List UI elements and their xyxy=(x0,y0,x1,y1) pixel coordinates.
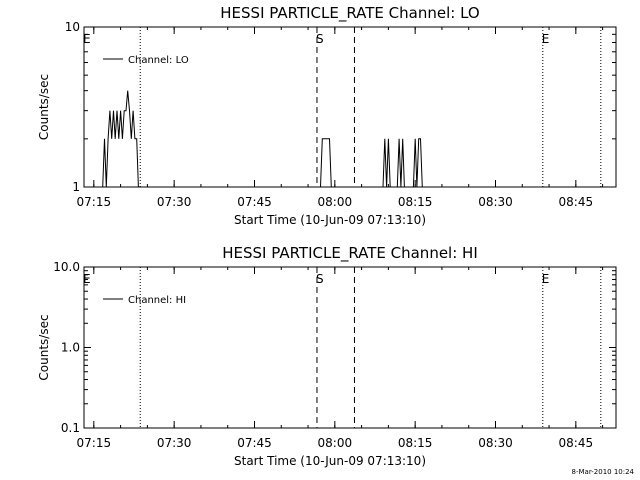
event-marker-label: E xyxy=(83,272,91,286)
series-line xyxy=(320,138,332,188)
event-marker-label: E xyxy=(542,272,550,286)
x-tick-label: 08:45 xyxy=(559,436,594,450)
chart-panel-hi: HESSI PARTICLE_RATE Channel: HI 07:15 07:3… xyxy=(37,244,617,468)
plot-frame xyxy=(83,266,617,429)
y-tick-label: 1 xyxy=(72,180,80,194)
series-line xyxy=(102,90,139,188)
plot-frame xyxy=(83,26,617,188)
series-line xyxy=(382,138,423,188)
y-axis-label: Counts/sec xyxy=(37,74,51,140)
y-tick-label: 0.1 xyxy=(61,421,80,435)
x-tick-label: 08:00 xyxy=(318,195,353,209)
legend-label: Channel: LO xyxy=(128,55,189,66)
event-marker-label: S xyxy=(316,272,324,286)
event-marker-label: S xyxy=(316,32,324,46)
chart-panel-lo: HESSI PARTICLE_RATE Channel: LO 07:15 07:3… xyxy=(37,4,617,227)
event-marker-label: E xyxy=(542,32,550,46)
x-tick-label: 07:15 xyxy=(77,436,112,450)
x-tick-label: 07:30 xyxy=(157,436,192,450)
x-axis-label: Start Time (10-Jun-09 07:13:10) xyxy=(234,454,426,468)
x-tick-label: 07:45 xyxy=(237,436,272,450)
y-axis-label: Counts/sec xyxy=(37,314,51,380)
event-marker-label: E xyxy=(83,32,91,46)
chart-title: HESSI PARTICLE_RATE Channel: LO xyxy=(220,4,479,23)
x-axis-label: Start Time (10-Jun-09 07:13:10) xyxy=(234,213,426,227)
x-tick-label: 08:45 xyxy=(559,195,594,209)
y-tick-label: 10.0 xyxy=(53,260,80,274)
x-tick-label: 07:30 xyxy=(157,195,192,209)
x-tick-label: 08:00 xyxy=(318,436,353,450)
x-tick-label: 08:15 xyxy=(398,436,433,450)
x-tick-label: 08:15 xyxy=(398,195,433,209)
x-tick-label: 07:15 xyxy=(77,195,112,209)
y-tick-label: 10 xyxy=(65,20,80,34)
chart-title: HESSI PARTICLE_RATE Channel: HI xyxy=(222,244,478,263)
x-tick-label: 07:45 xyxy=(237,195,272,209)
plot-timestamp: 8-Mar-2010 10:24 xyxy=(572,468,635,476)
x-tick-label: 08:30 xyxy=(478,436,513,450)
legend-label: Channel: HI xyxy=(128,295,186,306)
x-tick-label: 08:30 xyxy=(478,195,513,209)
y-tick-label: 1.0 xyxy=(61,341,80,355)
